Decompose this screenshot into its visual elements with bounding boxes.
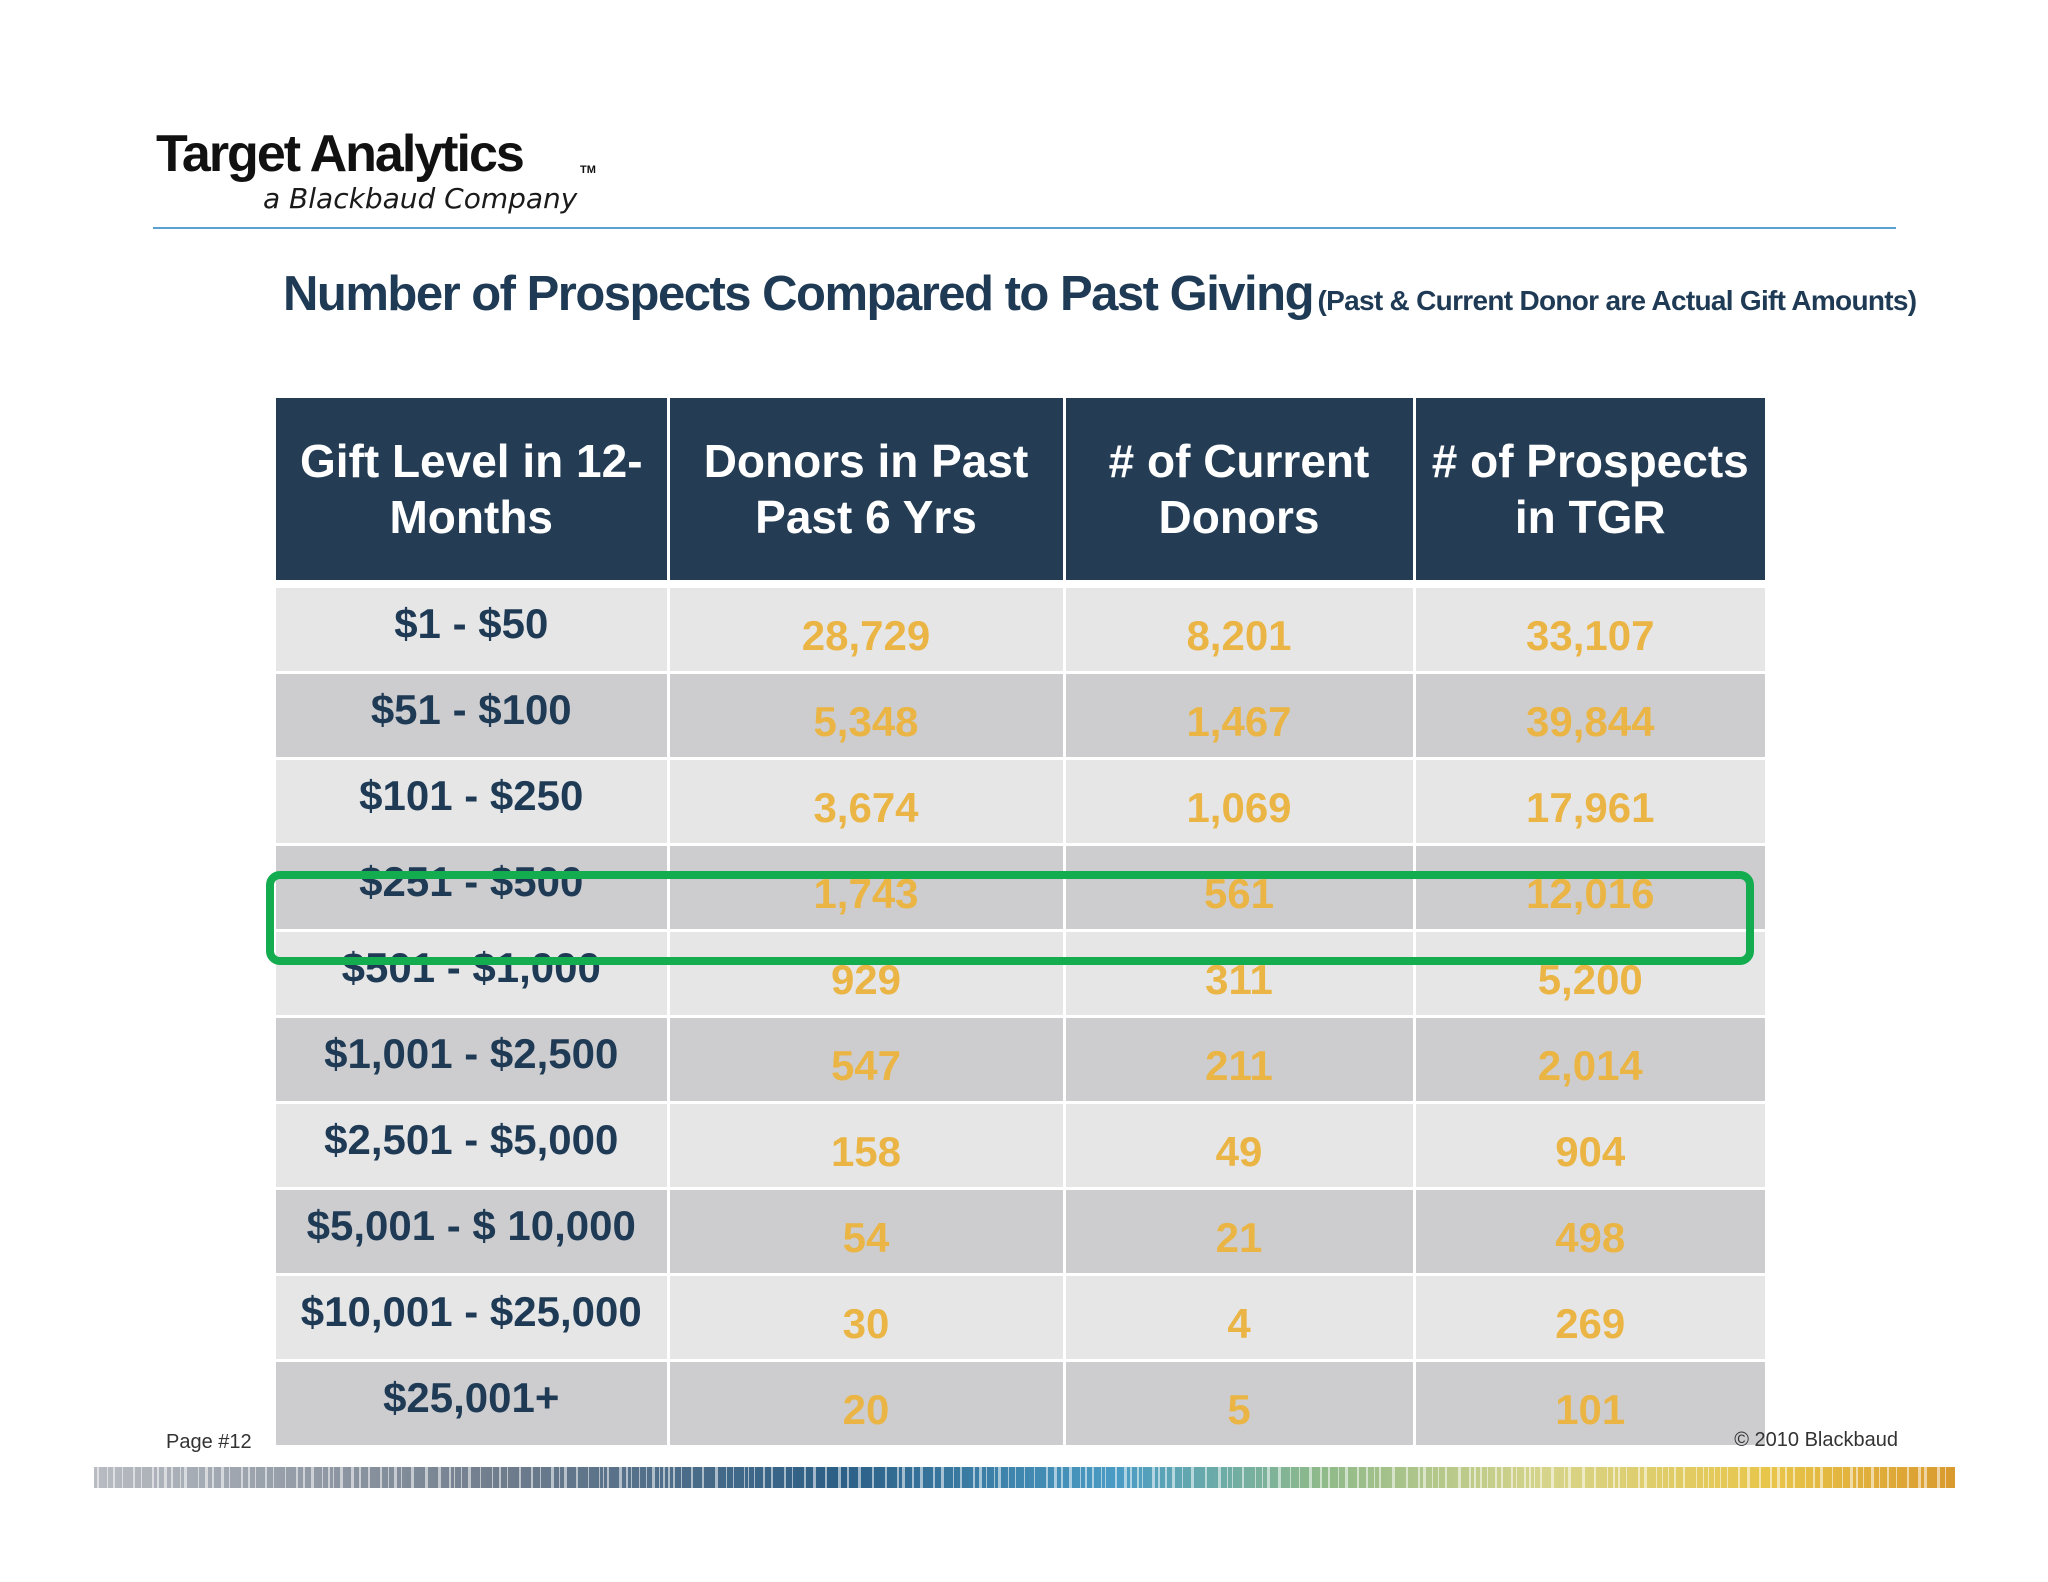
prospects-cell: 498 xyxy=(1414,1188,1765,1276)
prospects-cell: 904 xyxy=(1414,1102,1765,1190)
table-row: $25,001+ 20 5 101 xyxy=(276,1360,1765,1448)
current-donors-cell: 1,467 xyxy=(1064,672,1416,760)
gift-level-cell: $2,501 - $5,000 xyxy=(276,1102,670,1190)
current-donors-cell: 211 xyxy=(1064,1016,1416,1104)
row-highlight-box xyxy=(266,871,1754,965)
logo-name: Target Analytics xyxy=(156,125,525,183)
table-row: $10,001 - $25,000 30 4 269 xyxy=(276,1274,1765,1362)
decorative-barcode-stripe xyxy=(94,1467,1955,1488)
gift-level-cell: $51 - $100 xyxy=(276,672,670,760)
slide-title-main: Number of Prospects Compared to Past Giv… xyxy=(283,267,1315,321)
gift-level-cell: $101 - $250 xyxy=(276,758,670,846)
header-current-donors: # of Current Donors xyxy=(1064,398,1416,588)
gift-level-cell: $10,001 - $25,000 xyxy=(276,1274,670,1362)
table-row-highlighted: $501 - $1,000 929 311 5,200 xyxy=(276,930,1765,1018)
table-row: $5,001 - $ 10,000 54 21 498 xyxy=(276,1188,1765,1276)
page-number: Page #12 xyxy=(166,1431,252,1453)
current-donors-cell: 21 xyxy=(1064,1188,1416,1276)
table-row: $1,001 - $2,500 547 211 2,014 xyxy=(276,1016,1765,1104)
current-donors-cell: 8,201 xyxy=(1064,584,1416,674)
table-header-row: Gift Level in 12-Months Donors in Past P… xyxy=(276,398,1765,588)
prospects-cell: 101 xyxy=(1414,1360,1765,1448)
current-donors-cell: 5 xyxy=(1064,1360,1416,1448)
table-row: $251 - $500 1,743 561 12,016 xyxy=(276,844,1765,932)
current-donors-cell: 311 xyxy=(1064,930,1416,1018)
gift-level-cell: $25,001+ xyxy=(276,1360,670,1448)
prospects-cell: 39,844 xyxy=(1414,672,1765,760)
current-donors-cell: 4 xyxy=(1064,1274,1416,1362)
prospects-cell: 17,961 xyxy=(1414,758,1765,846)
header-prospects: # of Prospects in TGR xyxy=(1414,398,1765,588)
prospects-cell: 12,016 xyxy=(1414,844,1765,932)
copyright-notice: © 2010 Blackbaud xyxy=(1734,1429,1898,1451)
past-donors-cell: 158 xyxy=(668,1102,1066,1190)
gift-level-cell: $1,001 - $2,500 xyxy=(276,1016,670,1104)
slide-title: Number of Prospects Compared to Past Giv… xyxy=(283,266,1918,322)
past-donors-cell: 929 xyxy=(668,930,1066,1018)
logo-trademark: TM xyxy=(580,164,596,176)
slide-title-subtitle: (Past & Current Donor are Actual Gift Am… xyxy=(1317,285,1918,316)
header-past-donors: Donors in Past Past 6 Yrs xyxy=(668,398,1066,588)
prospects-cell: 33,107 xyxy=(1414,584,1765,674)
past-donors-cell: 5,348 xyxy=(668,672,1066,760)
past-donors-cell: 28,729 xyxy=(668,584,1066,674)
gift-level-cell: $251 - $500 xyxy=(276,844,670,932)
past-donors-cell: 20 xyxy=(668,1360,1066,1448)
past-donors-cell: 547 xyxy=(668,1016,1066,1104)
prospects-cell: 269 xyxy=(1414,1274,1765,1362)
table-row: $2,501 - $5,000 158 49 904 xyxy=(276,1102,1765,1190)
prospects-table: Gift Level in 12-Months Donors in Past P… xyxy=(276,398,1765,1448)
target-analytics-logo: Target Analytics TM a Blackbaud Company xyxy=(156,124,616,220)
past-donors-cell: 30 xyxy=(668,1274,1066,1362)
prospects-cell: 5,200 xyxy=(1414,930,1765,1018)
table-row: $101 - $250 3,674 1,069 17,961 xyxy=(276,758,1765,846)
current-donors-cell: 1,069 xyxy=(1064,758,1416,846)
table-row: $51 - $100 5,348 1,467 39,844 xyxy=(276,672,1765,760)
current-donors-cell: 49 xyxy=(1064,1102,1416,1190)
past-donors-cell: 54 xyxy=(668,1188,1066,1276)
table-row: $1 - $50 28,729 8,201 33,107 xyxy=(276,584,1765,674)
gift-level-cell: $1 - $50 xyxy=(276,584,670,674)
past-donors-cell: 3,674 xyxy=(668,758,1066,846)
prospects-cell: 2,014 xyxy=(1414,1016,1765,1104)
gift-level-cell: $5,001 - $ 10,000 xyxy=(276,1188,670,1276)
logo-tagline: a Blackbaud Company xyxy=(263,182,578,215)
gift-level-cell: $501 - $1,000 xyxy=(276,930,670,1018)
past-donors-cell: 1,743 xyxy=(668,844,1066,932)
header-divider xyxy=(153,227,1896,229)
header-gift-level: Gift Level in 12-Months xyxy=(276,398,670,588)
current-donors-cell: 561 xyxy=(1064,844,1416,932)
